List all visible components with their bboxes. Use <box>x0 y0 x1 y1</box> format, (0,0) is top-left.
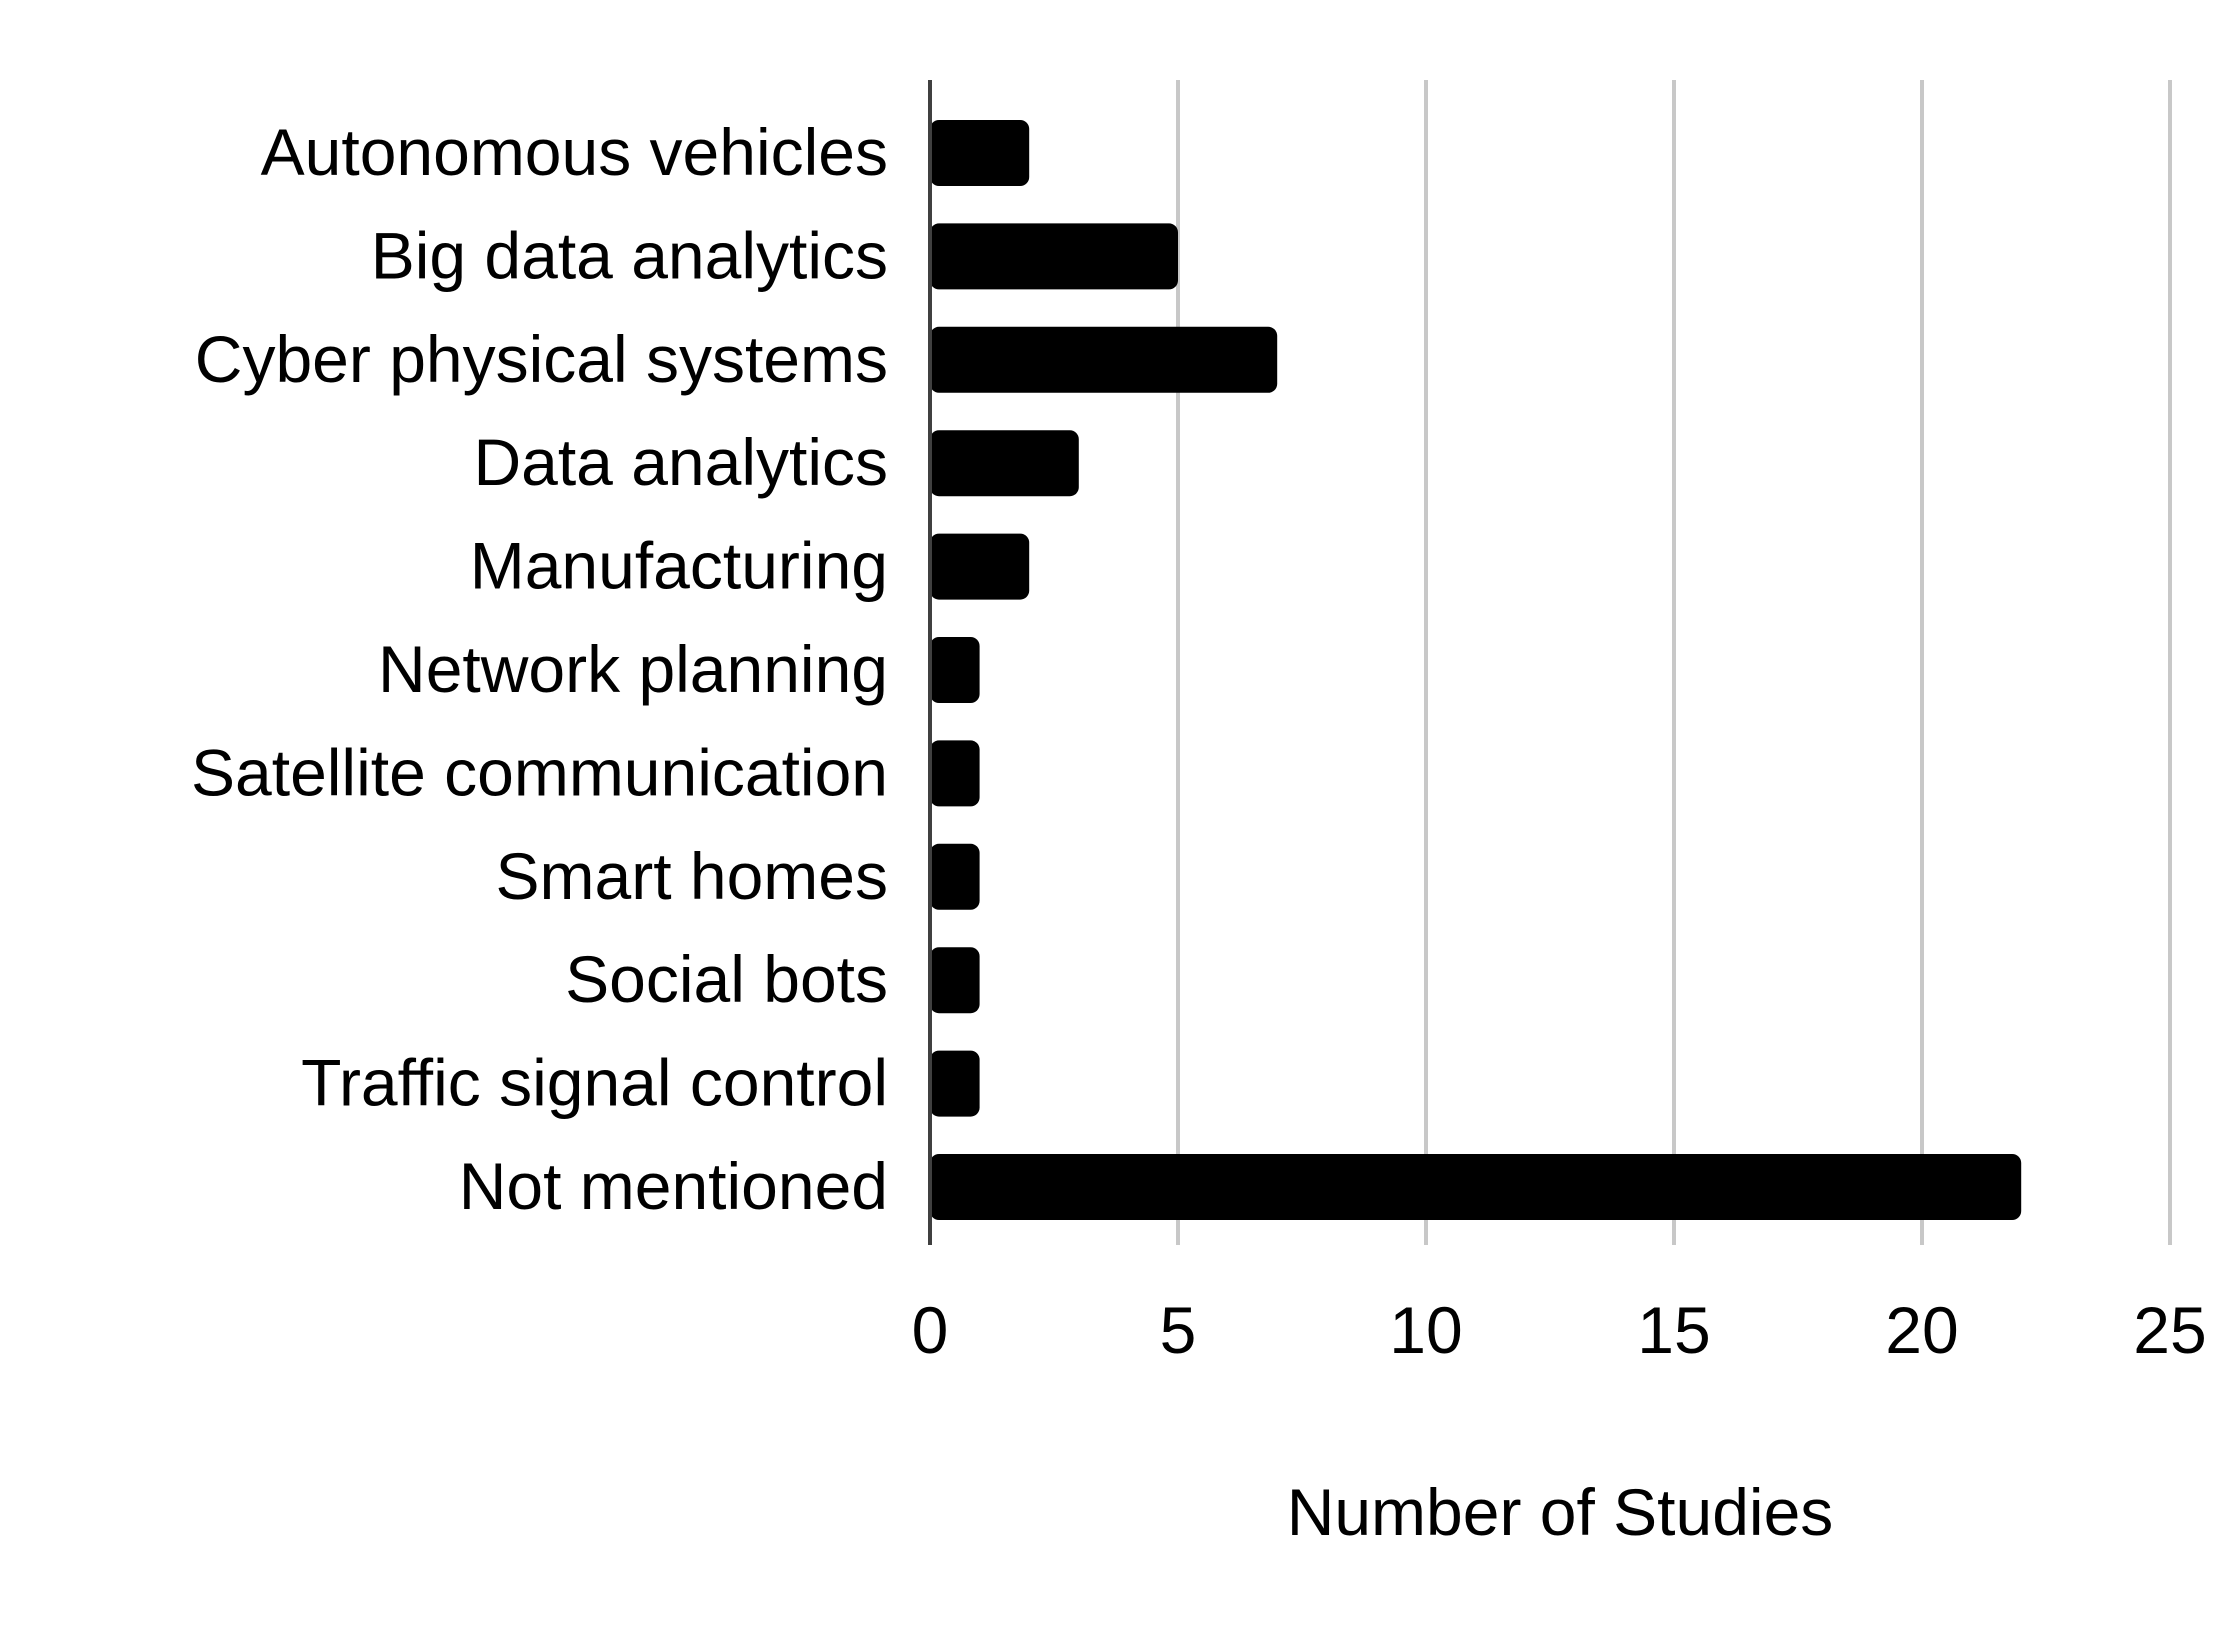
bar-data-analytics <box>930 430 1079 497</box>
category-label: Big data analytics <box>371 218 888 292</box>
category-label: Social bots <box>565 942 888 1016</box>
bar-social-bots <box>930 947 980 1014</box>
category-label: Network planning <box>378 632 888 706</box>
category-label: Not mentioned <box>459 1149 888 1223</box>
bar-smart-homes <box>930 843 980 910</box>
category-label: Manufacturing <box>470 529 888 603</box>
x-tick-labels: 0 5 10 15 20 25 <box>912 1293 2207 1367</box>
bars <box>930 120 2022 1220</box>
category-label: Satellite communication <box>191 735 888 809</box>
bar-satellite-communication <box>930 740 980 807</box>
x-tick-label: 25 <box>2133 1293 2206 1367</box>
category-labels: Autonomous vehicles Big data analytics Cyb… <box>191 115 888 1223</box>
x-tick-label: 15 <box>1637 1293 1710 1367</box>
bar-not-mentioned <box>930 1154 2022 1220</box>
category-label: Smart homes <box>496 839 888 913</box>
x-tick-label: 5 <box>1160 1293 1197 1367</box>
bar-network-planning <box>930 637 980 703</box>
category-label: Data analytics <box>473 425 888 499</box>
category-label: Cyber physical systems <box>195 322 888 396</box>
x-axis-title: Number of Studies <box>1287 1475 1834 1549</box>
x-tick-label: 10 <box>1389 1293 1462 1367</box>
category-label: Traffic signal control <box>301 1046 888 1120</box>
bar-manufacturing <box>930 533 1030 600</box>
bar-big-data-analytics <box>930 223 1178 290</box>
x-tick-label: 0 <box>912 1293 949 1367</box>
x-tick-label: 20 <box>1885 1293 1958 1367</box>
category-label: Autonomous vehicles <box>261 115 888 189</box>
gridlines <box>1176 80 2172 1245</box>
bar-cyber-physical-systems <box>930 326 1278 393</box>
bar-traffic-signal-control <box>930 1050 980 1117</box>
bar-autonomous-vehicles <box>930 120 1030 186</box>
